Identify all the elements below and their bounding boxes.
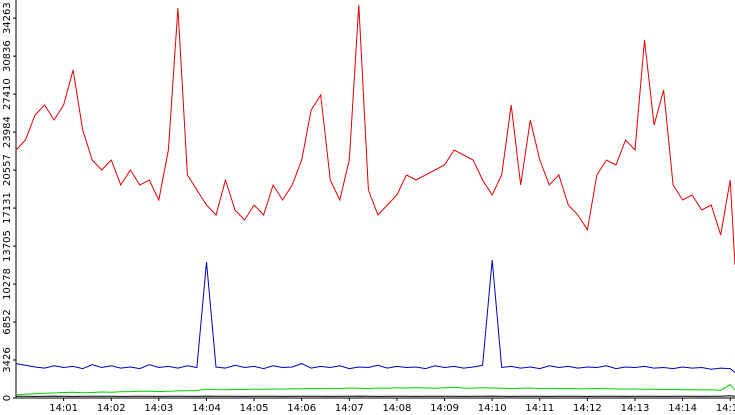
x-tick-label: 14:03 <box>144 403 173 414</box>
series-line <box>15 259 735 373</box>
x-tick-label: 14:04 <box>192 403 221 414</box>
x-tick-label: 14:15 <box>716 403 735 414</box>
x-tick-label: 14:08 <box>383 403 412 414</box>
y-tick-label: 13705 <box>2 230 13 262</box>
x-tick-label: 14:11 <box>525 403 554 414</box>
x-tick-label: 14:05 <box>240 403 269 414</box>
y-tick-label: 0 <box>2 395 13 401</box>
series-line <box>15 4 735 266</box>
x-tick-label: 14:10 <box>478 403 507 414</box>
y-tick-label: 10278 <box>2 268 13 300</box>
y-tick-label: 23984 <box>2 116 13 148</box>
x-tick-label: 14:12 <box>573 403 602 414</box>
x-tick-label: 14:01 <box>49 403 78 414</box>
y-tick-label: 30836 <box>2 40 13 72</box>
x-tick-label: 14:06 <box>287 403 316 414</box>
y-tick-label: 34263 <box>2 2 13 34</box>
y-tick-label: 6852 <box>2 309 13 334</box>
x-tick-label: 14:14 <box>668 403 697 414</box>
x-tick-label: 14:02 <box>97 403 126 414</box>
x-tick-label: 14:07 <box>335 403 364 414</box>
series-line <box>15 384 735 396</box>
x-tick-label: 14:09 <box>430 403 459 414</box>
y-tick-label: 3426 <box>2 347 13 372</box>
y-tick-label: 27410 <box>2 78 13 110</box>
series-line <box>15 395 735 397</box>
y-tick-label: 20557 <box>2 154 13 186</box>
x-tick-label: 14:13 <box>621 403 650 414</box>
y-tick-label: 17131 <box>2 192 13 224</box>
